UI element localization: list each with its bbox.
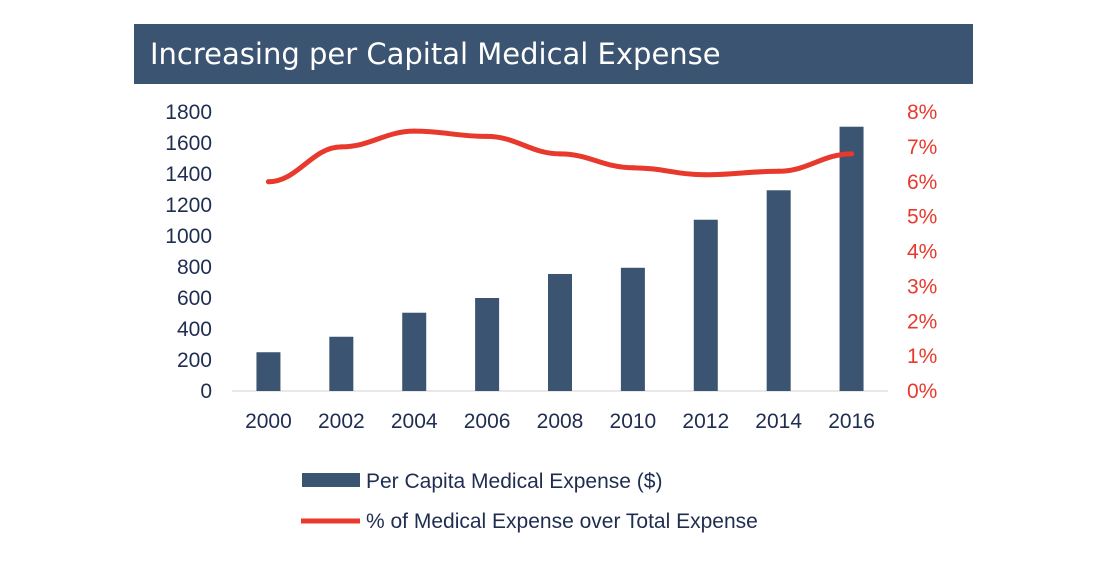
chart-title: Increasing per Capital Medical Expense xyxy=(150,37,721,71)
line-point xyxy=(630,165,636,171)
bar xyxy=(402,312,427,391)
x-tick-label: 2010 xyxy=(610,410,657,433)
line-point xyxy=(338,144,344,150)
y-left-tick-label: 800 xyxy=(177,256,212,279)
y-right-tick-label: 2% xyxy=(907,310,937,333)
y-left-tick-label: 1200 xyxy=(165,194,212,217)
legend-line-label: % of Medical Expense over Total Expense xyxy=(366,510,758,533)
line-point xyxy=(557,151,563,157)
line-point xyxy=(411,128,417,134)
line-point xyxy=(265,179,271,185)
y-right-tick-label: 8% xyxy=(907,101,937,124)
line-point xyxy=(484,133,490,139)
bar xyxy=(475,298,500,391)
bar xyxy=(256,352,281,391)
y-right-tick-label: 6% xyxy=(907,171,937,194)
bar xyxy=(766,190,791,391)
bar xyxy=(693,219,718,391)
y-left-tick-label: 400 xyxy=(177,318,212,341)
line-point xyxy=(776,168,782,174)
x-tick-label: 2016 xyxy=(828,410,875,433)
line-point xyxy=(849,151,855,157)
bar xyxy=(839,126,864,391)
legend-bar-swatch xyxy=(302,473,360,487)
y-right-tick-label: 3% xyxy=(907,275,937,298)
y-left-tick-label: 0 xyxy=(200,380,212,403)
chart-title-bar: Increasing per Capital Medical Expense xyxy=(134,24,973,84)
line-point xyxy=(703,172,709,178)
x-tick-label: 2004 xyxy=(391,410,438,433)
x-tick-label: 2006 xyxy=(464,410,511,433)
y-right-tick-label: 1% xyxy=(907,345,937,368)
bar xyxy=(329,336,354,391)
x-tick-label: 2008 xyxy=(537,410,584,433)
y-left-tick-label: 200 xyxy=(177,349,212,372)
y-left-tick-label: 1400 xyxy=(165,163,212,186)
line-series xyxy=(265,128,855,185)
x-tick-label: 2002 xyxy=(318,410,365,433)
y-right-tick-label: 4% xyxy=(907,241,937,264)
y-right-tick-label: 0% xyxy=(907,380,937,403)
y-right-tick-label: 7% xyxy=(907,136,937,159)
bar xyxy=(620,267,645,391)
y-left-tick-label: 600 xyxy=(177,287,212,310)
y-right-tick-label: 5% xyxy=(907,206,937,229)
legend-bar-label: Per Capita Medical Expense ($) xyxy=(366,470,662,493)
y-left-tick-label: 1600 xyxy=(165,132,212,155)
x-tick-label: 2014 xyxy=(755,410,802,433)
y-left-tick-label: 1800 xyxy=(165,101,212,124)
y-left-tick-label: 1000 xyxy=(165,225,212,248)
x-tick-label: 2012 xyxy=(682,410,729,433)
x-tick-label: 2000 xyxy=(245,410,292,433)
bar xyxy=(548,273,572,391)
